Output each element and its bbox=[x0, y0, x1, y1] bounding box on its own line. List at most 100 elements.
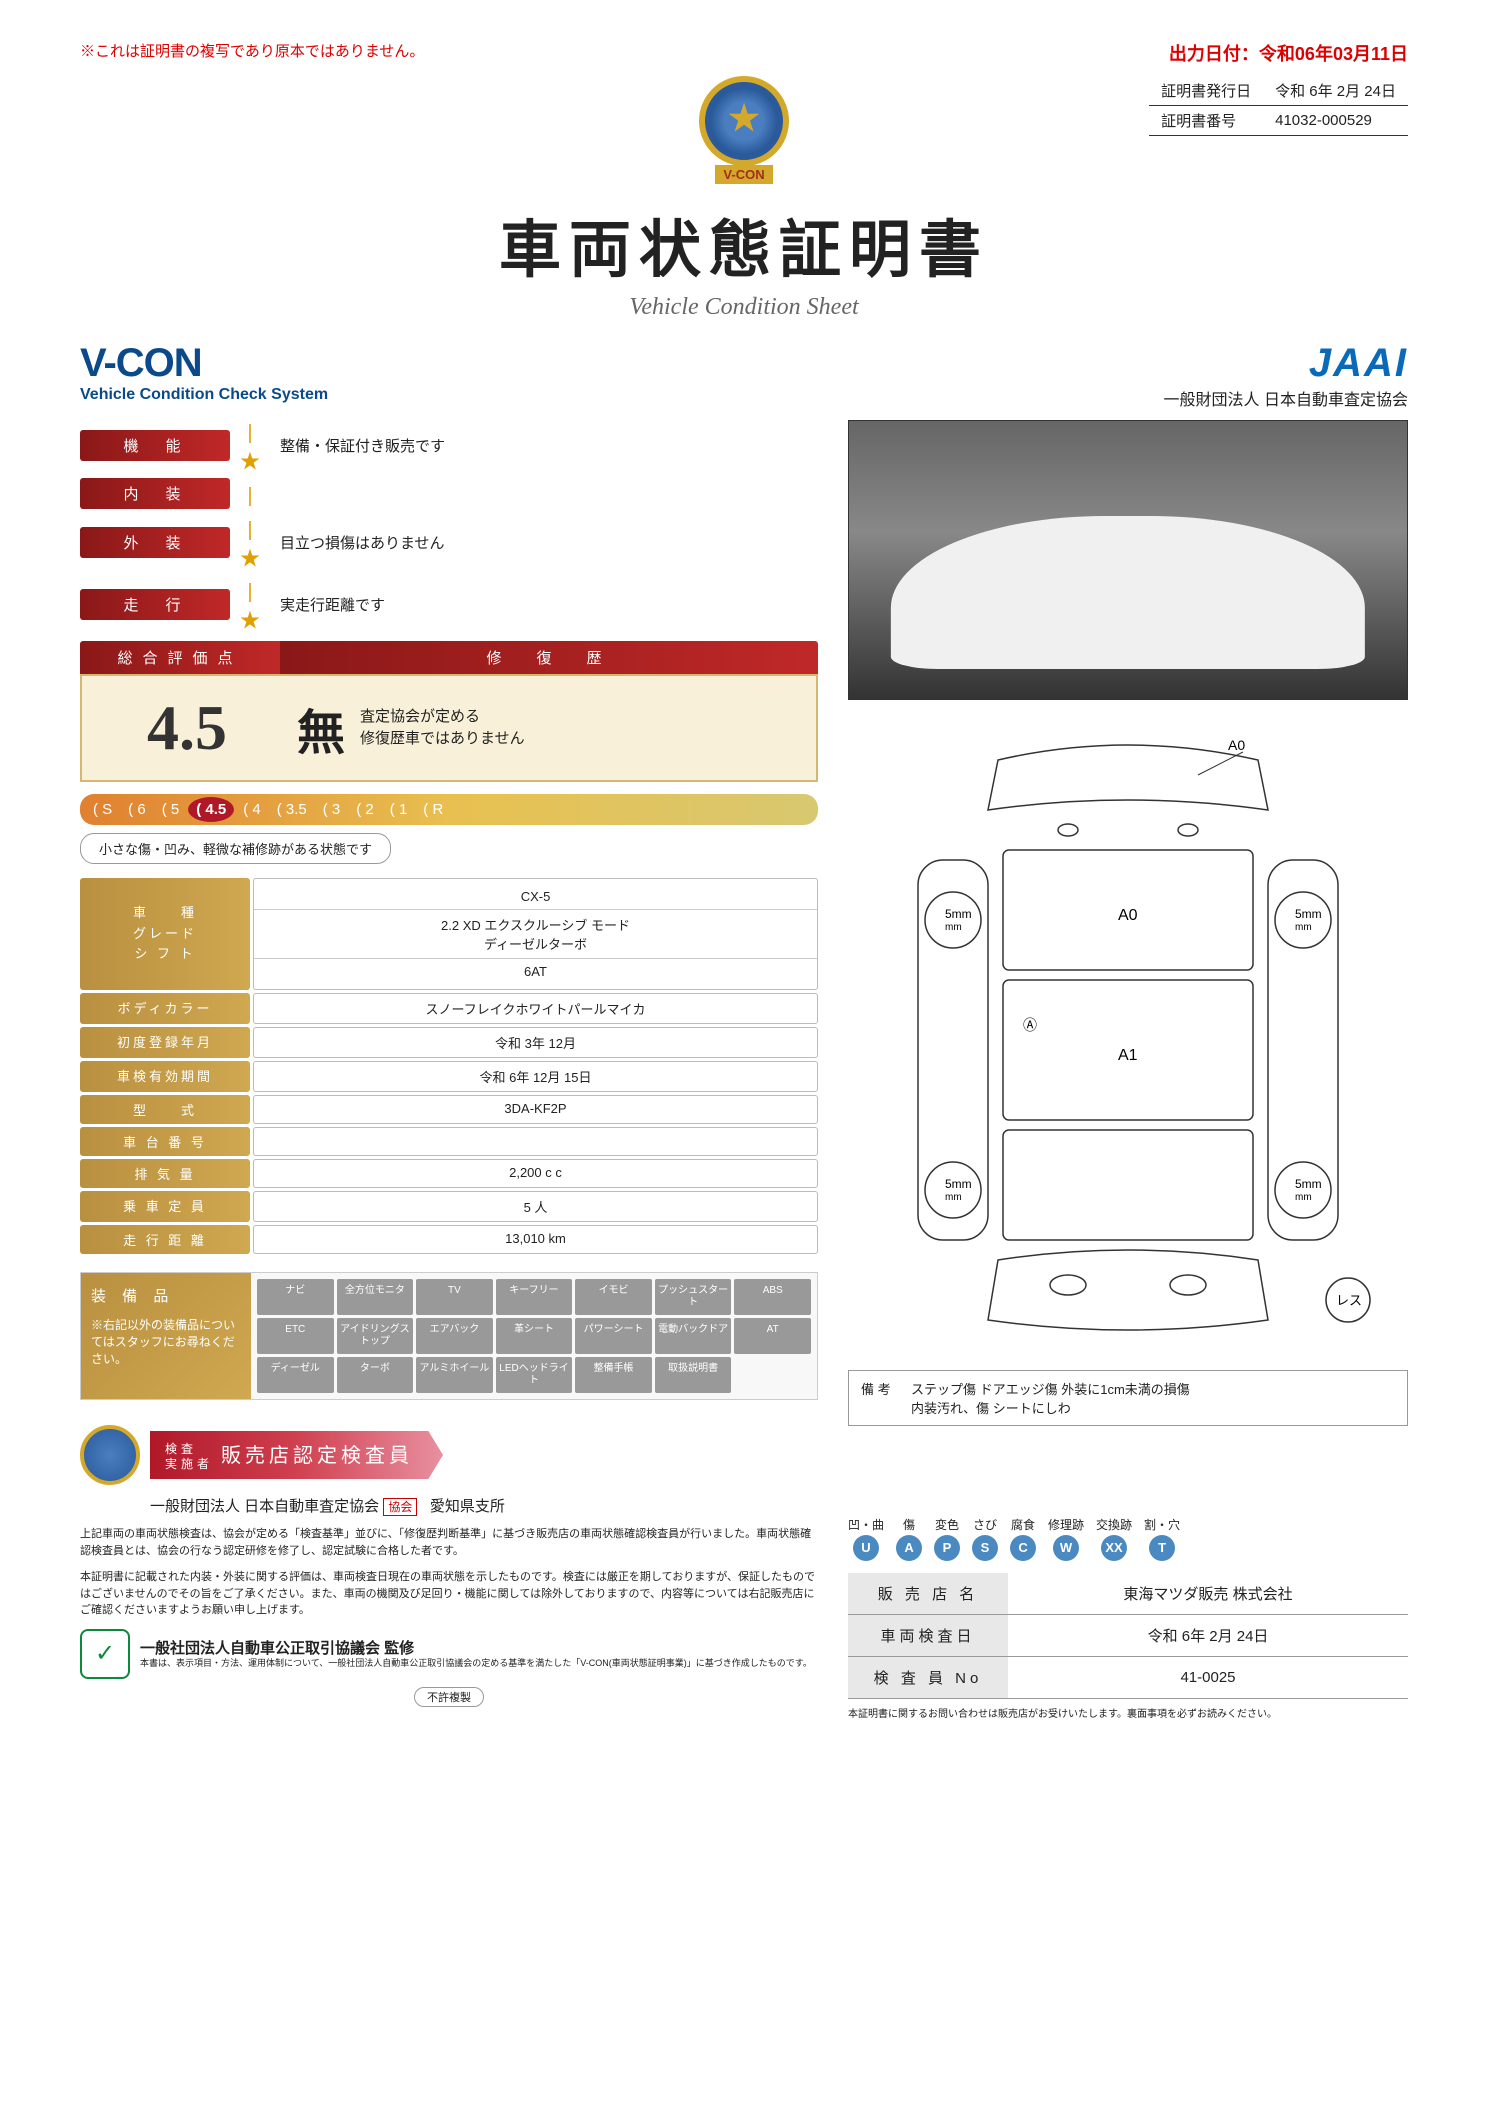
equipment-item: 全方位モニタ bbox=[337, 1279, 414, 1315]
scale-step: ( S bbox=[86, 799, 119, 820]
vehicle-photo bbox=[848, 420, 1408, 700]
inspector-org: 一般財団法人 日本自動車査定協会 協会 愛知県支所 bbox=[150, 1495, 818, 1516]
svg-text:5mm: 5mm bbox=[945, 1177, 972, 1191]
spec-row: 排 気 量2,200 c c bbox=[80, 1159, 818, 1188]
legend-item: 修理跡W bbox=[1048, 1516, 1084, 1561]
legend-item: さびS bbox=[972, 1516, 998, 1561]
certificate-info: 証明書発行日令和 6年 2月 24日 証明書番号41032-000529 bbox=[1149, 76, 1408, 136]
rating-row: 外 装 | ★ 目立つ損傷はありません bbox=[80, 513, 818, 571]
legend-item: 傷A bbox=[896, 1516, 922, 1561]
spec-row: 乗 車 定 員5 人 bbox=[80, 1191, 818, 1222]
svg-text:5mm: 5mm bbox=[1295, 1177, 1322, 1191]
scale-step: ( 6 bbox=[121, 799, 153, 820]
equipment-item: アイドリングストップ bbox=[337, 1318, 414, 1354]
vcon-logo: V-CON bbox=[80, 341, 818, 386]
output-date: 出力日付：令和06年03月11日 bbox=[1169, 40, 1408, 66]
copy-notice: ※これは証明書の複写であり原本ではありません。 bbox=[80, 40, 424, 61]
scale-step: ( 1 bbox=[383, 799, 415, 820]
scale-step: ( 4.5 bbox=[188, 797, 234, 822]
scale-step: ( 3 bbox=[316, 799, 348, 820]
inspector-banner: 検査実施者販売店認定検査員 bbox=[150, 1431, 443, 1479]
equipment-label: 装 備 品 ※右記以外の装備品についてはスタッフにお尋ねください。 bbox=[81, 1273, 251, 1399]
supervise-badge-icon: ✓ bbox=[80, 1629, 130, 1679]
legend-item: 割・穴T bbox=[1144, 1516, 1180, 1561]
score-header-left: 総合評価点 bbox=[80, 641, 280, 674]
scale-step: ( 2 bbox=[349, 799, 381, 820]
supervise-note: 本書は、表示項目・方法、運用体制について、一般社団法人自動車公正取引協議会の定め… bbox=[140, 1658, 812, 1670]
jaai-subtitle: 一般財団法人 日本自動車査定協会 bbox=[848, 386, 1408, 410]
no-copy-label: 不許複製 bbox=[414, 1687, 484, 1707]
inspector-badge-icon bbox=[80, 1425, 140, 1485]
svg-text:Ⓐ: Ⓐ bbox=[1023, 1017, 1037, 1033]
jaai-badge: V-CON bbox=[684, 76, 804, 184]
svg-text:5mm: 5mm bbox=[945, 907, 972, 921]
svg-text:A0: A0 bbox=[1118, 907, 1138, 924]
spec-row: 車 台 番 号 bbox=[80, 1127, 818, 1156]
svg-text:レス: レス bbox=[1336, 1293, 1362, 1308]
equipment-item: パワーシート bbox=[575, 1318, 652, 1354]
equipment-item: エアバック bbox=[416, 1318, 493, 1354]
svg-text:A0: A0 bbox=[1228, 737, 1245, 753]
jaai-logo: JAAI bbox=[848, 341, 1408, 386]
equipment-item: プッシュスタート bbox=[655, 1279, 732, 1315]
scale-step: ( R bbox=[416, 799, 450, 820]
equipment-item: ナビ bbox=[257, 1279, 334, 1315]
legend-item: 変色P bbox=[934, 1516, 960, 1561]
scale-step: ( 4 bbox=[236, 799, 268, 820]
equipment-item: 革シート bbox=[496, 1318, 573, 1354]
document-subtitle: Vehicle Condition Sheet bbox=[80, 294, 1408, 321]
scale-step: ( 3.5 bbox=[270, 799, 314, 820]
repair-text: 査定協会が定める修復歴車ではありません bbox=[360, 706, 525, 751]
svg-text:mm: mm bbox=[945, 922, 962, 933]
equipment-item: ターボ bbox=[337, 1357, 414, 1393]
dealer-info-table: 販 売 店 名東海マツダ販売 株式会社車両検査日令和 6年 2月 24日検 査 … bbox=[848, 1573, 1408, 1699]
fine-print-1: 上記車両の車両状態検査は、協会が定める「検査基準」並びに、「修復歴判断基準」に基… bbox=[80, 1526, 818, 1559]
score-header-right: 修 復 歴 bbox=[280, 641, 818, 674]
spec-row: 車検有効期間令和 6年 12月 15日 bbox=[80, 1061, 818, 1092]
equipment-item: 電動バックドア bbox=[655, 1318, 732, 1354]
rating-row: 内 装 | bbox=[80, 478, 818, 509]
equipment-grid: ナビ全方位モニタTVキーフリーイモビプッシュスタートABS ETCアイドリングスト… bbox=[251, 1273, 817, 1399]
spec-row: 初度登録年月令和 3年 12月 bbox=[80, 1027, 818, 1058]
equipment-item: TV bbox=[416, 1279, 493, 1315]
document-title: 車両状態証明書 bbox=[80, 199, 1408, 289]
svg-text:mm: mm bbox=[1295, 922, 1312, 933]
equipment-item: イモビ bbox=[575, 1279, 652, 1315]
spec-row: ボディカラースノーフレイクホワイトパールマイカ bbox=[80, 993, 818, 1024]
equipment-item: アルミホイール bbox=[416, 1357, 493, 1393]
equipment-item: ABS bbox=[734, 1279, 811, 1315]
legend-item: 凹・曲U bbox=[848, 1516, 884, 1561]
fine-print-2: 本証明書に記載された内装・外装に関する評価は、車両検査日現在の車両状態を示したも… bbox=[80, 1569, 818, 1619]
scale-step: ( 5 bbox=[155, 799, 187, 820]
equipment-item: 整備手帳 bbox=[575, 1357, 652, 1393]
svg-text:A1: A1 bbox=[1118, 1047, 1138, 1064]
equipment-item: ETC bbox=[257, 1318, 334, 1354]
scale-description: 小さな傷・凹み、軽微な補修跡がある状態です bbox=[80, 833, 391, 864]
equipment-item: ディーゼル bbox=[257, 1357, 334, 1393]
supervise-title: 一般社団法人自動車公正取引協議会 監修 bbox=[140, 1637, 812, 1658]
damage-diagram: A0 A0 A1 Ⓐ 5mm mm 5mm mm 5mm mm 5mm mm レ… bbox=[848, 720, 1408, 1360]
svg-text:mm: mm bbox=[945, 1192, 962, 1203]
legend-item: 交換跡XX bbox=[1096, 1516, 1132, 1561]
svg-text:5mm: 5mm bbox=[1295, 907, 1322, 921]
remarks: 備 考 ステップ傷 ドアエッジ傷 外装に1cm未満の損傷 内装汚れ、傷 シートに… bbox=[848, 1370, 1408, 1426]
spec-value-model: CX-52.2 XD エクスクルーシブ モードディーゼルターボ6AT bbox=[253, 878, 818, 990]
repair-history: 無 bbox=[282, 693, 360, 763]
equipment-item: LEDヘッドライト bbox=[496, 1357, 573, 1393]
rating-row: 走 行 | ★ 実走行距離です bbox=[80, 575, 818, 633]
score-panel: 4.5 無 査定協会が定める修復歴車ではありません bbox=[80, 674, 818, 782]
score-scale: ( S( 6( 5( 4.5( 4( 3.5( 3( 2( 1( R bbox=[80, 794, 818, 825]
spec-label-model: 車 種グレードシ フ ト bbox=[80, 878, 250, 990]
equipment-item: AT bbox=[734, 1318, 811, 1354]
rating-row: 機 能 | ★ 整備・保証付き販売です bbox=[80, 416, 818, 474]
spec-row: 型 式3DA-KF2P bbox=[80, 1095, 818, 1124]
overall-score: 4.5 bbox=[92, 691, 282, 765]
legend-item: 腐食C bbox=[1010, 1516, 1036, 1561]
equipment-item: 取扱説明書 bbox=[655, 1357, 732, 1393]
damage-legend: 凹・曲U 傷A 変色P さびS 腐食C 修理跡W 交換跡XX 割・穴T bbox=[848, 1516, 1408, 1561]
equipment-item: キーフリー bbox=[496, 1279, 573, 1315]
spec-row: 走 行 距 離13,010 km bbox=[80, 1225, 818, 1254]
vcon-subtitle: Vehicle Condition Check System bbox=[80, 386, 818, 404]
svg-text:mm: mm bbox=[1295, 1192, 1312, 1203]
bottom-note: 本証明書に関するお問い合わせは販売店がお受けいたします。裏面事項を必ずお読みくだ… bbox=[848, 1705, 1408, 1720]
